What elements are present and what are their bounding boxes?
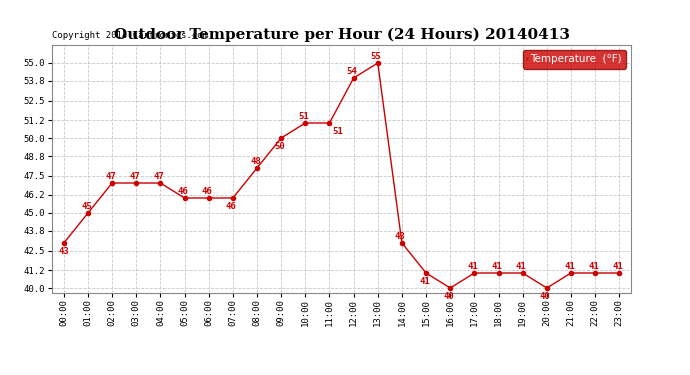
Text: 41: 41: [515, 262, 526, 271]
Text: 50: 50: [274, 142, 285, 151]
Text: 54: 54: [346, 67, 357, 76]
Text: 45: 45: [81, 202, 92, 211]
Text: 46: 46: [226, 202, 237, 211]
Text: 41: 41: [612, 262, 623, 271]
Title: Outdoor Temperature per Hour (24 Hours) 20140413: Outdoor Temperature per Hour (24 Hours) …: [114, 28, 569, 42]
Text: 46: 46: [201, 187, 213, 196]
Text: 41: 41: [564, 262, 575, 271]
Text: 41: 41: [588, 262, 599, 271]
Text: 48: 48: [250, 157, 261, 166]
Text: 41: 41: [467, 262, 478, 271]
Text: 55: 55: [371, 52, 382, 61]
Text: 40: 40: [540, 292, 551, 301]
Text: 43: 43: [395, 232, 406, 241]
Text: 51: 51: [333, 127, 343, 136]
Legend: Temperature  (°F): Temperature (°F): [523, 50, 626, 69]
Text: 47: 47: [129, 172, 140, 181]
Text: 41: 41: [419, 277, 430, 286]
Text: 43: 43: [58, 247, 69, 256]
Text: 47: 47: [105, 172, 116, 181]
Text: 40: 40: [443, 292, 454, 301]
Text: 51: 51: [298, 112, 309, 121]
Text: 41: 41: [491, 262, 502, 271]
Text: Copyright 2014 Cartronics.com: Copyright 2014 Cartronics.com: [52, 31, 208, 40]
Text: 47: 47: [153, 172, 164, 181]
Text: 46: 46: [177, 187, 188, 196]
